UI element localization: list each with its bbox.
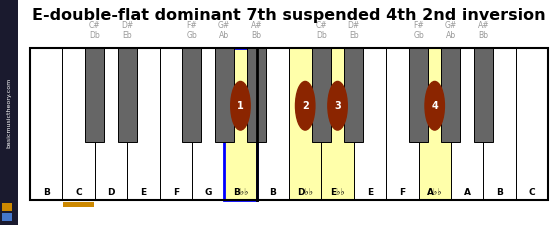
Text: A: A (464, 188, 470, 197)
Text: B: B (43, 188, 50, 197)
Text: 2: 2 (302, 101, 309, 111)
Bar (386, 48, 418, 200)
Bar (2, 203, 12, 211)
Bar (63, 202, 94, 207)
Bar (312, 48, 331, 142)
Bar (344, 48, 363, 142)
Text: Bb: Bb (478, 31, 488, 40)
Text: A#: A# (251, 21, 263, 30)
Bar (0, 0, 18, 225)
Bar (256, 48, 289, 200)
Bar (224, 48, 256, 200)
Ellipse shape (328, 81, 347, 130)
Text: D#: D# (121, 21, 133, 30)
Bar (418, 48, 451, 200)
Text: 4: 4 (431, 101, 438, 111)
Text: A#: A# (478, 21, 489, 30)
Text: Eb: Eb (122, 31, 132, 40)
Text: E♭♭: E♭♭ (330, 188, 345, 197)
Text: D♭♭: D♭♭ (297, 188, 313, 197)
Text: E: E (367, 188, 373, 197)
Text: Db: Db (316, 31, 326, 40)
Text: Ab: Ab (219, 31, 229, 40)
Text: C: C (529, 188, 535, 197)
Text: G#: G# (218, 21, 230, 30)
Bar (483, 48, 516, 200)
Bar (516, 48, 548, 200)
Bar (183, 48, 201, 142)
Text: C: C (75, 188, 82, 197)
Text: Ab: Ab (446, 31, 456, 40)
Text: B: B (496, 188, 503, 197)
Text: F: F (172, 188, 179, 197)
Bar (2, 213, 12, 221)
Bar (289, 48, 321, 200)
Ellipse shape (231, 81, 250, 130)
Text: D#: D# (348, 21, 360, 30)
Text: C#: C# (89, 21, 101, 30)
Text: A♭♭: A♭♭ (427, 188, 442, 197)
Bar (215, 48, 234, 142)
Bar (160, 48, 192, 200)
Bar (30, 48, 548, 200)
Text: G#: G# (445, 21, 457, 30)
Bar (192, 48, 224, 200)
Text: basicmusictheory.com: basicmusictheory.com (7, 77, 12, 148)
Text: F#: F# (186, 21, 197, 30)
Bar (85, 48, 104, 142)
Text: G: G (204, 188, 212, 197)
Bar (30, 48, 62, 200)
Text: E: E (140, 188, 146, 197)
Bar (224, 48, 256, 200)
Bar (441, 48, 460, 142)
Bar (118, 48, 137, 142)
Text: B♭♭: B♭♭ (233, 188, 248, 197)
Text: 1: 1 (237, 101, 244, 111)
Text: E-double-flat dominant 7th suspended 4th 2nd inversion: E-double-flat dominant 7th suspended 4th… (32, 8, 546, 23)
Bar (321, 48, 354, 200)
Bar (474, 48, 493, 142)
Text: Eb: Eb (349, 31, 358, 40)
Bar (409, 48, 428, 142)
Text: Gb: Gb (186, 31, 197, 40)
Text: F: F (399, 188, 405, 197)
Bar (127, 48, 160, 200)
Text: 3: 3 (334, 101, 341, 111)
Bar (95, 48, 127, 200)
Text: Db: Db (90, 31, 100, 40)
Text: D: D (107, 188, 115, 197)
Ellipse shape (296, 81, 315, 130)
Bar (451, 48, 483, 200)
Text: Bb: Bb (251, 31, 262, 40)
Bar (354, 48, 386, 200)
Text: Gb: Gb (413, 31, 424, 40)
Text: B: B (269, 188, 276, 197)
Text: C#: C# (316, 21, 327, 30)
Bar (247, 48, 266, 142)
Ellipse shape (425, 81, 445, 130)
Text: F#: F# (413, 21, 424, 30)
Bar (62, 48, 95, 200)
